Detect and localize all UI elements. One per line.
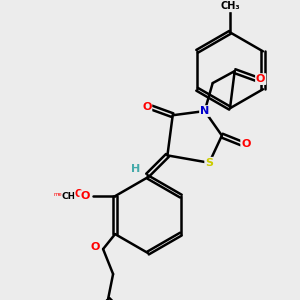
Text: CH₃: CH₃ <box>62 192 80 201</box>
Text: H: H <box>131 164 140 174</box>
Text: methoxy: methoxy <box>54 192 78 197</box>
Text: O: O <box>90 242 100 252</box>
Text: CH₃: CH₃ <box>220 2 240 11</box>
Text: O: O <box>142 102 152 112</box>
Text: O: O <box>241 139 250 148</box>
Text: N: N <box>200 106 209 116</box>
Text: O: O <box>256 74 266 84</box>
Text: S: S <box>205 158 213 168</box>
Text: O: O <box>75 189 83 199</box>
Text: O: O <box>80 191 90 201</box>
